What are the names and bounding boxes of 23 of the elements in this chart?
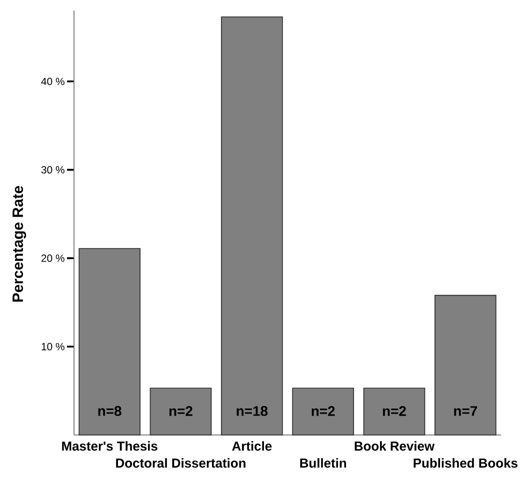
annotation: n=2 — [382, 406, 406, 416]
x-tick-label: Doctoral Dissertation — [116, 458, 246, 468]
x-tick-label: Article — [232, 441, 272, 451]
y-tick-label: 30 % — [41, 166, 64, 174]
x-tick-label: Book Review — [354, 441, 435, 451]
annotation: n=8 — [98, 406, 122, 416]
annotation: n=7 — [454, 406, 478, 416]
bar — [363, 388, 426, 436]
y-tick-label: 20 % — [41, 254, 64, 262]
annotation: n=18 — [236, 406, 268, 416]
bar — [292, 388, 354, 436]
y-tick-label: 10 % — [42, 342, 64, 350]
annotation: n=2 — [169, 406, 192, 416]
x-tick-label: Bulletin — [300, 458, 346, 468]
annotation: n=2 — [312, 406, 335, 416]
bar — [150, 388, 212, 436]
y-tick-label: 40 % — [41, 78, 64, 86]
x-tick-label: Master's Thesis — [62, 441, 158, 451]
bar — [434, 294, 496, 436]
y-axis-title: Percentage Rate — [12, 186, 26, 302]
x-tick-label: Published Books — [414, 458, 518, 468]
bar — [78, 248, 140, 436]
bar — [221, 16, 283, 436]
